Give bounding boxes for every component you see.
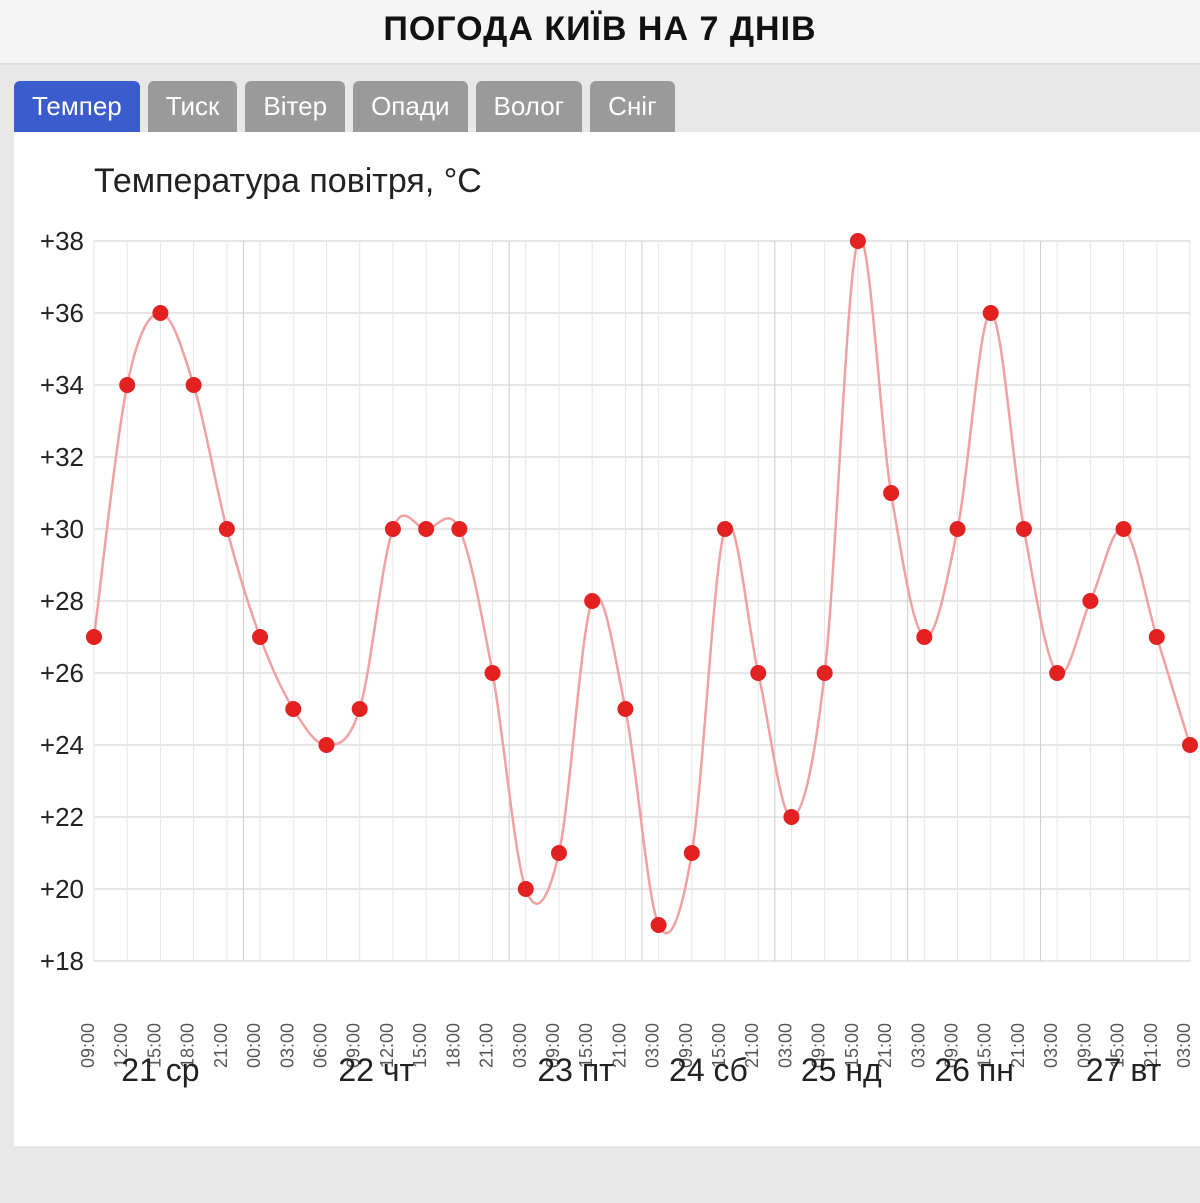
data-point [186,377,202,393]
svg-text:26 пн: 26 пн [934,1052,1013,1088]
data-point [119,377,135,393]
svg-text:+34: +34 [40,370,84,400]
page-title: ПОГОДА КИЇВ НА 7 ДНІВ [0,10,1200,49]
data-point [418,521,434,537]
data-point [285,701,301,717]
svg-text:06:00: 06:00 [310,1023,330,1068]
header-bar: ПОГОДА КИЇВ НА 7 ДНІВ [0,0,1200,65]
svg-text:21:00: 21:00 [477,1023,497,1068]
data-point [783,809,799,825]
data-point [385,521,401,537]
svg-text:24 сб: 24 сб [669,1052,748,1088]
temperature-line-chart: +18+20+22+24+26+28+30+32+34+36+3809:0012… [24,221,1200,1101]
svg-text:03:00: 03:00 [277,1023,297,1068]
svg-text:+30: +30 [40,514,84,544]
svg-text:+28: +28 [40,586,84,616]
svg-text:+18: +18 [40,946,84,976]
svg-text:03:00: 03:00 [1041,1023,1061,1068]
svg-text:23 пт: 23 пт [537,1052,614,1088]
svg-text:03:00: 03:00 [643,1023,663,1068]
data-point [352,701,368,717]
svg-text:03:00: 03:00 [1174,1023,1194,1068]
svg-text:09:00: 09:00 [78,1023,98,1068]
data-point [152,305,168,321]
chart-title: Температура повітря, °C [94,162,1190,201]
data-point [684,845,700,861]
data-point [817,665,833,681]
svg-text:21:00: 21:00 [211,1023,231,1068]
tab-2[interactable]: Вітер [245,81,345,132]
data-point [916,629,932,645]
svg-text:22 чт: 22 чт [338,1052,414,1088]
data-point [252,629,268,645]
data-point [219,521,235,537]
chart-panel: Температура повітря, °C +18 +20 +22 +24 +26 +… [14,132,1200,1146]
svg-text:03:00: 03:00 [510,1023,530,1068]
svg-text:27 вт: 27 вт [1086,1052,1162,1088]
svg-text:+38: +38 [40,226,84,256]
svg-text:00:00: 00:00 [244,1023,264,1068]
svg-text:+24: +24 [40,730,84,760]
data-point [518,881,534,897]
data-point [1049,665,1065,681]
tab-5[interactable]: Сніг [590,81,674,132]
tab-0[interactable]: Темпер [14,81,140,132]
data-point [451,521,467,537]
data-point [1116,521,1132,537]
data-point [584,593,600,609]
data-point [850,233,866,249]
data-point [1016,521,1032,537]
svg-text:+20: +20 [40,874,84,904]
data-point [617,701,633,717]
svg-text:+32: +32 [40,442,84,472]
svg-text:+36: +36 [40,298,84,328]
data-point [1082,593,1098,609]
svg-text:03:00: 03:00 [775,1023,795,1068]
data-point [1149,629,1165,645]
svg-text:25 нд: 25 нд [801,1052,882,1088]
tab-1[interactable]: Тиск [148,81,238,132]
data-point [983,305,999,321]
data-point [318,737,334,753]
svg-text:18:00: 18:00 [443,1023,463,1068]
chart-svg-container: +18+20+22+24+26+28+30+32+34+36+3809:0012… [24,221,1190,1106]
tab-3[interactable]: Опади [353,81,467,132]
data-point [86,629,102,645]
data-point [750,665,766,681]
svg-text:+26: +26 [40,658,84,688]
data-point [485,665,501,681]
svg-text:+22: +22 [40,802,84,832]
tab-4[interactable]: Волог [476,81,583,132]
data-point [1182,737,1198,753]
data-point [551,845,567,861]
svg-text:03:00: 03:00 [908,1023,928,1068]
data-point [651,917,667,933]
tab-row: ТемперТискВітерОпадиВологСніг [0,65,1200,132]
data-point [717,521,733,537]
data-point [883,485,899,501]
svg-text:21 ср: 21 ср [121,1052,199,1088]
data-point [950,521,966,537]
